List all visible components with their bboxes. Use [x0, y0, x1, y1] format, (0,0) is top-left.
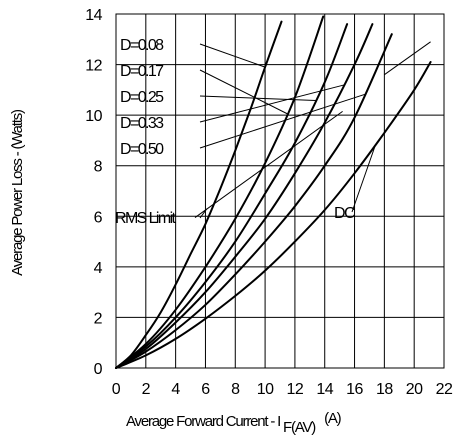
- y-tick-label: 14: [85, 7, 102, 24]
- series-label-d-0-50: D=0.50: [120, 141, 164, 158]
- leader-d-0-33: [199, 84, 345, 123]
- curves-group: [115, 15, 432, 369]
- dc-annotation-label: DC: [334, 205, 355, 222]
- x-tick-label: 20: [406, 381, 423, 398]
- curve-d-0-33: [115, 23, 374, 369]
- series-label-d-0-17: D=0.17: [120, 63, 164, 80]
- rms-limit-lines: [194, 41, 431, 218]
- leader-rms-limit: [199, 208, 208, 219]
- y-axis-title: Average Power Loss - (Watts): [9, 109, 26, 276]
- x-axis-title-subscript: F(AV): [283, 419, 316, 436]
- y-tick-label: 6: [94, 209, 103, 226]
- x-tick-labels: 0 2 4 6 8 10 12 14 16 18 20 22: [112, 381, 454, 398]
- x-axis-title-main: Average Forward Current - I: [126, 413, 280, 430]
- series-label-d-0-25: D=0.25: [120, 89, 164, 106]
- y-tick-label: 10: [85, 108, 102, 125]
- y-tick-label: 12: [85, 58, 102, 75]
- leader-dc: [351, 144, 376, 213]
- leader-d-0-25: [199, 95, 316, 101]
- x-tick-label: 14: [316, 381, 333, 398]
- x-tick-label: 0: [112, 381, 121, 398]
- x-tick-label: 22: [436, 381, 453, 398]
- x-tick-label: 18: [376, 381, 393, 398]
- x-axis-title-unit: (A): [324, 410, 342, 427]
- y-tick-label: 2: [94, 310, 103, 327]
- curve-d-0-50: [115, 33, 393, 369]
- curve-d-0-25: [115, 23, 349, 369]
- leader-d-0-08: [199, 43, 266, 68]
- rms-limit-line: [194, 110, 343, 218]
- y-tick-label: 0: [94, 361, 103, 378]
- x-tick-label: 10: [257, 381, 274, 398]
- x-tick-label: 16: [346, 381, 363, 398]
- x-tick-label: 2: [142, 381, 151, 398]
- y-tick-label: 8: [94, 159, 103, 176]
- series-label-d-0-08: D=0.08: [120, 37, 164, 54]
- x-tick-label: 8: [231, 381, 240, 398]
- series-labels: D=0.08 D=0.17 D=0.25 D=0.33 D=0.50: [120, 37, 166, 158]
- y-tick-labels: 0 2 4 6 8 10 12 14: [85, 7, 103, 378]
- leader-d-0-17: [199, 69, 288, 115]
- y-tick-label: 4: [94, 260, 103, 277]
- curve-d-0-08: [115, 20, 283, 369]
- plot-frame: [115, 13, 445, 369]
- leader-lines: [199, 43, 376, 219]
- rms-limit-label: RMS Limit: [115, 210, 177, 227]
- leader-d-0-50: [199, 93, 366, 149]
- x-tick-label: 6: [201, 381, 210, 398]
- curve-dc: [115, 61, 432, 369]
- x-axis-title: Average Forward Current - I F(AV) (A): [126, 410, 342, 436]
- series-label-d-0-33: D=0.33: [120, 115, 164, 132]
- rms-limit-line-upper: [384, 41, 431, 76]
- x-tick-label: 12: [287, 381, 304, 398]
- x-tick-label: 4: [171, 381, 180, 398]
